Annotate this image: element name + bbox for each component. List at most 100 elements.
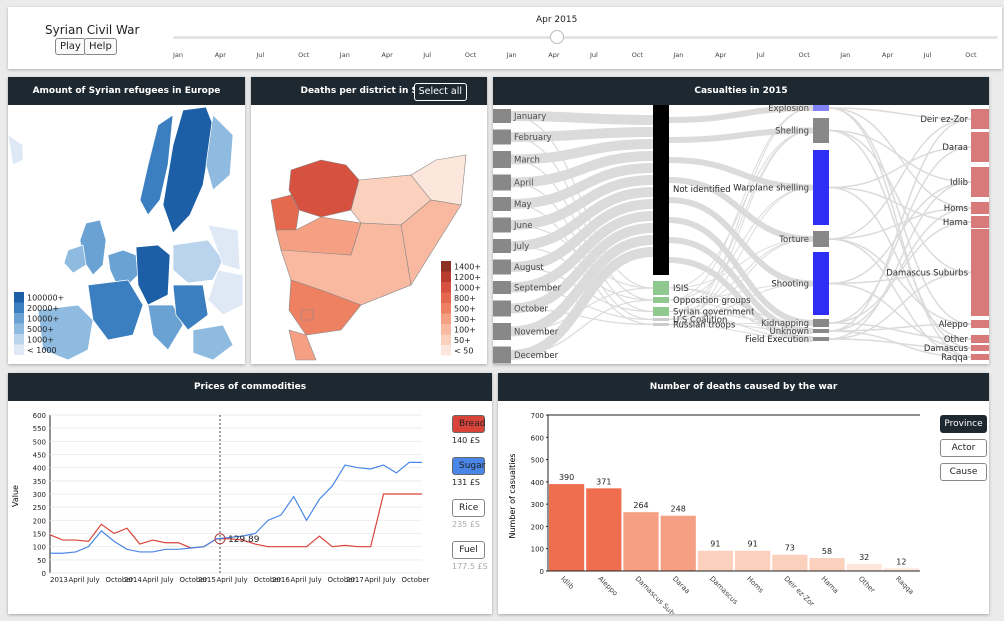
actor-node[interactable] <box>653 307 669 316</box>
province-node[interactable] <box>971 354 989 360</box>
select-all-button[interactable]: Select all <box>413 83 467 101</box>
district-aleppo[interactable] <box>288 159 360 218</box>
province-node[interactable] <box>971 320 989 328</box>
month-node[interactable] <box>493 300 511 317</box>
help-button[interactable]: Help <box>84 38 117 55</box>
legend-label: 10000+ <box>27 315 59 324</box>
sankey-link <box>668 187 814 301</box>
month-node[interactable] <box>493 259 511 275</box>
play-button[interactable]: Play <box>55 38 86 55</box>
province-node[interactable] <box>971 335 989 343</box>
bar[interactable] <box>623 512 659 571</box>
sankey-link <box>828 186 972 223</box>
month-node[interactable] <box>493 346 511 364</box>
y-tick-label: 550 <box>33 425 46 433</box>
sankey-link <box>668 107 814 320</box>
month-node[interactable] <box>493 217 511 233</box>
month-node[interactable] <box>493 239 511 253</box>
month-label: February <box>514 133 552 143</box>
sankey-link <box>510 139 654 165</box>
refugees-title: Amount of Syrian refugees in Europe <box>8 77 245 105</box>
province-node[interactable] <box>971 167 989 197</box>
month-node[interactable] <box>493 109 511 123</box>
commodity-button-bread[interactable]: Bread <box>452 415 485 433</box>
actor-node[interactable] <box>653 323 669 326</box>
sankey-link <box>668 130 814 325</box>
timeline-tick: Apr <box>548 51 560 59</box>
x-tick-label: April <box>69 576 85 584</box>
casualties-panel: Casualties in 2015 January February March A… <box>493 77 989 364</box>
province-node[interactable] <box>971 229 989 316</box>
province-node[interactable] <box>971 202 989 214</box>
month-node[interactable] <box>493 281 511 294</box>
cause-node[interactable] <box>813 252 829 315</box>
bar[interactable] <box>586 488 622 571</box>
sankey-link <box>510 187 654 251</box>
sankey-link <box>828 129 972 183</box>
month-node[interactable] <box>493 174 511 191</box>
district-damascus-suburbs[interactable] <box>288 279 362 336</box>
map-region <box>192 324 234 361</box>
month-node[interactable] <box>493 323 511 340</box>
casualties-sankey: January February March April May June July Augu… <box>493 104 989 364</box>
view-button-cause[interactable]: Cause <box>940 463 987 481</box>
district-damascus[interactable] <box>300 309 314 321</box>
timeline-tick: Apr <box>715 51 727 59</box>
bar[interactable] <box>883 568 919 571</box>
bar[interactable] <box>549 484 585 571</box>
bar[interactable] <box>697 550 733 571</box>
commodity-button-sugar[interactable]: Sugar <box>452 457 485 475</box>
timeline-tick: Jul <box>423 51 432 59</box>
x-tick-label: October <box>328 576 356 584</box>
month-node[interactable] <box>493 129 511 145</box>
bar[interactable] <box>809 558 845 571</box>
bar[interactable] <box>772 554 808 571</box>
actor-node[interactable] <box>653 105 669 275</box>
province-node[interactable] <box>971 109 989 129</box>
bar[interactable] <box>846 563 882 571</box>
view-button-province[interactable]: Province <box>940 415 987 433</box>
sankey-link <box>510 299 654 356</box>
timeline-slider-track[interactable] <box>173 36 998 39</box>
month-node[interactable] <box>493 151 511 168</box>
sankey-link <box>828 271 972 285</box>
x-tick-label: 2015 <box>198 576 216 584</box>
sankey-link <box>510 223 654 314</box>
x-tick-label: July <box>86 576 100 584</box>
commodity-button-fuel[interactable]: Fuel <box>452 541 485 559</box>
province-node[interactable] <box>971 216 989 228</box>
legend-swatch <box>441 313 451 324</box>
sankey-link <box>510 175 654 230</box>
europe-map: 100000+20000+ 10000+5000+ 1000+< 1000 <box>8 106 244 361</box>
legend-swatch <box>14 292 24 303</box>
cause-node[interactable] <box>813 105 829 111</box>
district-hasakah[interactable] <box>410 154 467 206</box>
commodity-price: 235 £S <box>452 520 480 529</box>
province-node[interactable] <box>971 345 989 351</box>
bar-value-label: 248 <box>671 505 686 514</box>
bar[interactable] <box>735 550 771 571</box>
timeline-tick: Oct <box>798 51 810 59</box>
bar[interactable] <box>660 515 696 571</box>
cause-node[interactable] <box>813 337 829 341</box>
y-tick-label: 350 <box>33 478 46 486</box>
bar-value-label: 58 <box>822 547 832 556</box>
commodity-button-rice[interactable]: Rice <box>452 499 485 517</box>
month-node[interactable] <box>493 197 511 211</box>
cause-node[interactable] <box>813 329 829 333</box>
province-label: Homs <box>944 204 969 214</box>
cause-node[interactable] <box>813 118 829 143</box>
district-idlib[interactable] <box>270 194 300 231</box>
view-button-actor[interactable]: Actor <box>940 439 987 457</box>
actor-node[interactable] <box>653 281 669 295</box>
cause-node[interactable] <box>813 150 829 225</box>
actor-node[interactable] <box>653 297 669 303</box>
actor-node[interactable] <box>653 318 669 321</box>
cause-node[interactable] <box>813 231 829 247</box>
district-daraa[interactable] <box>288 329 317 361</box>
cause-node[interactable] <box>813 319 829 327</box>
timeline-slider-thumb[interactable] <box>550 30 564 44</box>
province-node[interactable] <box>971 132 989 162</box>
y-tick-label: 400 <box>33 465 46 473</box>
sankey-link <box>668 311 814 340</box>
